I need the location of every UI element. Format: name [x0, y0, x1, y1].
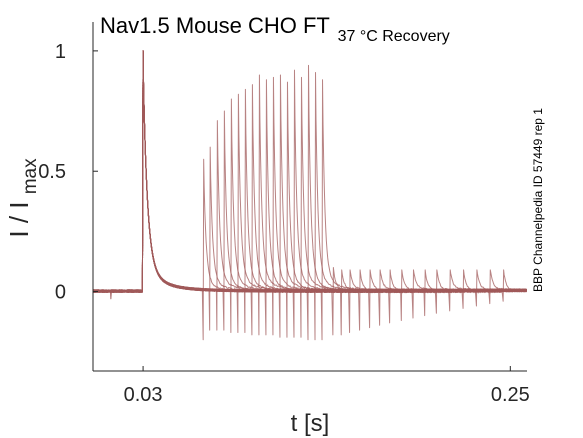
traces: [93, 50, 527, 341]
y-axis-label-sub: max: [20, 158, 41, 194]
y-tick-label: 1: [55, 41, 66, 63]
y-axis-label-main: I / I: [4, 202, 34, 238]
chart-title: Nav1.5 Mouse CHO FT 37 °C Recovery: [100, 13, 450, 45]
y-axis-label: I / I max: [4, 158, 41, 238]
axis-lines: [92, 22, 527, 372]
sweep-trace: [93, 50, 527, 305]
sweep-trace: [93, 50, 527, 302]
plot-area: 00.51 0.03 0.25: [38, 22, 530, 406]
y-ticks: 00.51: [38, 41, 98, 304]
x-ticks: 0.03 0.25: [124, 366, 530, 406]
x-tick-label: 0.25: [491, 384, 530, 406]
x-tick-label: 0.03: [124, 384, 163, 406]
chart-title-main: Nav1.5 Mouse CHO FT: [100, 13, 329, 38]
x-axis-label: t [s]: [291, 410, 330, 437]
y-tick-label: 0.5: [38, 161, 66, 183]
y-tick-label: 0: [55, 282, 66, 304]
artifact-trace: [110, 291, 112, 300]
annotation-text: BBP Channelpedia ID 57449 rep 1: [531, 108, 545, 292]
chart-title-sub: 37 °C Recovery: [338, 28, 450, 45]
